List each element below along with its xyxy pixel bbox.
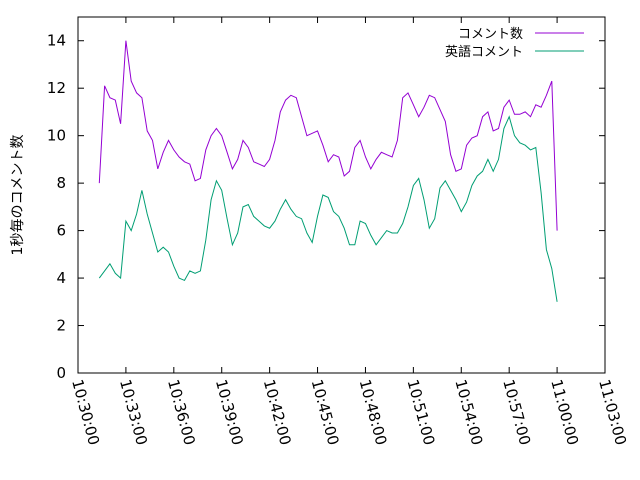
y-tick-label: 10	[47, 127, 66, 145]
x-tick-label: 10:48:00	[356, 377, 391, 447]
y-tick-label: 12	[47, 79, 66, 97]
y-tick-label: 14	[47, 32, 66, 50]
x-tick-label: 10:42:00	[260, 377, 295, 447]
y-tick-label: 8	[56, 174, 66, 192]
x-tick-label: 10:39:00	[212, 377, 247, 447]
x-tick-label: 10:36:00	[164, 377, 199, 447]
legend-label-1: コメント数	[458, 27, 523, 42]
x-tick-label: 10:30:00	[68, 377, 103, 447]
x-tick-label: 10:51:00	[403, 377, 438, 447]
series-line-1	[98, 40, 558, 231]
y-tick-label: 2	[56, 317, 66, 335]
plot-lines	[98, 40, 558, 302]
y-tick-label: 0	[56, 364, 66, 382]
y-tick-label: 6	[56, 222, 66, 240]
y-axis: 0 2 4 6 8 10 12 14	[47, 32, 605, 382]
x-tick-label: 11:03:00	[595, 377, 630, 447]
legend-label-2: 英語コメント	[445, 44, 523, 60]
x-tick-label: 10:57:00	[499, 377, 534, 447]
x-tick-label: 10:45:00	[308, 377, 343, 447]
x-tick-label: 10:33:00	[116, 377, 151, 447]
x-tick-label: 10:54:00	[451, 377, 486, 447]
y-axis-label: 1秒毎のコメント数	[10, 135, 26, 256]
y-tick-label: 4	[56, 269, 66, 287]
x-tick-label: 11:00:00	[547, 377, 582, 447]
plot-frame	[77, 16, 606, 374]
series-line-2	[98, 115, 558, 302]
